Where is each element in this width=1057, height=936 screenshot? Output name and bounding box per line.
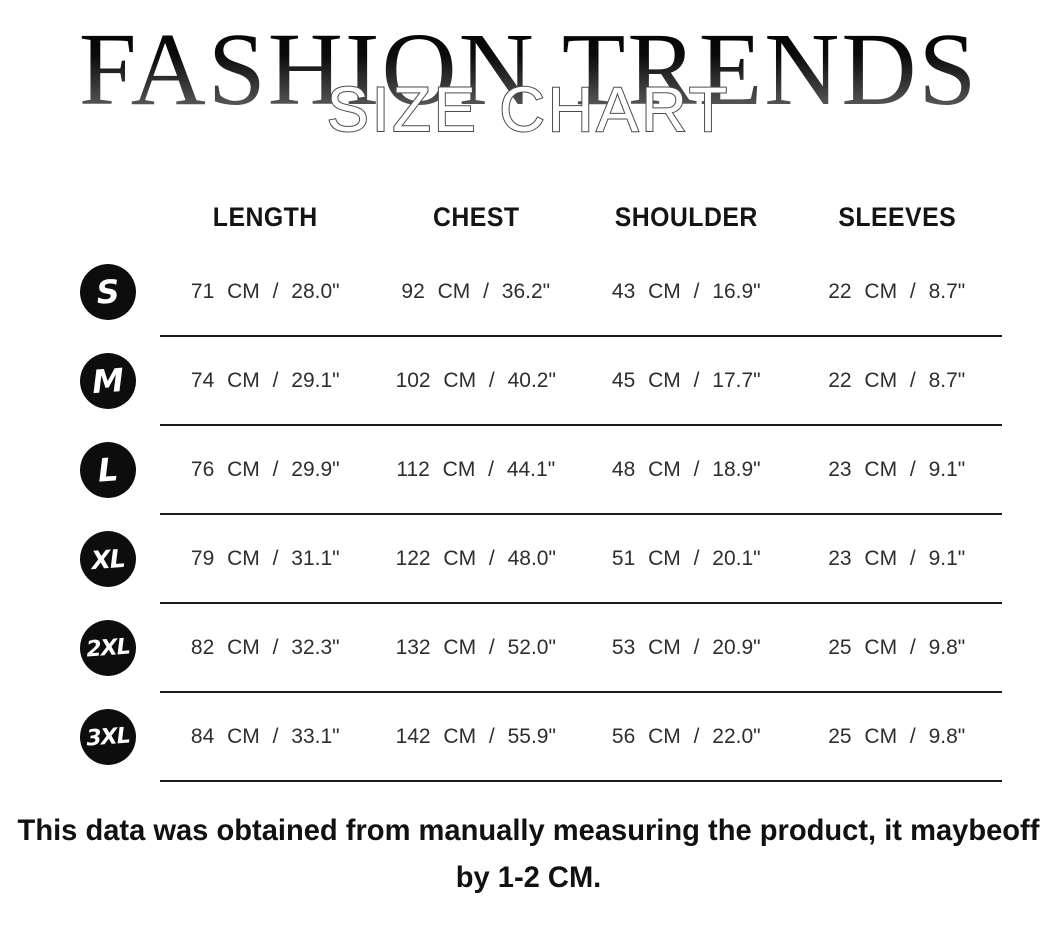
- column-header-sleeves: SLEEVES: [837, 201, 956, 232]
- table-row-3xl: 3XL 84 CM / 33.1" 142 CM / 55.9" 56 CM /…: [55, 693, 1002, 780]
- chest-value: 102 CM / 40.2": [395, 368, 556, 392]
- brand-title: FASHION TRENDS: [0, 0, 1057, 122]
- shoulder-value: 45 CM / 17.7": [611, 368, 761, 392]
- chest-value: 112 CM / 44.1": [396, 457, 556, 481]
- table-row-s: S 71 CM / 28.0" 92 CM / 36.2" 43 CM / 16…: [55, 248, 1002, 335]
- row-divider: [160, 691, 1002, 693]
- row-divider: [160, 335, 1002, 337]
- sleeves-value: 23 CM / 9.1": [828, 546, 966, 570]
- size-badge-xl: XL: [77, 528, 138, 589]
- size-badge-wrap: XL: [55, 528, 160, 589]
- table-row-xl: XL 79 CM / 31.1" 122 CM / 48.0" 51 CM / …: [55, 515, 1002, 602]
- length-value: 76 CM / 29.9": [190, 457, 340, 481]
- shoulder-value: 53 CM / 20.9": [611, 635, 761, 659]
- shoulder-value: 48 CM / 18.9": [611, 457, 761, 481]
- chest-value: 92 CM / 36.2": [401, 279, 551, 303]
- column-header-chest: CHEST: [432, 201, 519, 232]
- size-badge-m: M: [77, 350, 138, 411]
- table-header-row: LENGTH CHEST SHOULDER SLEEVES: [55, 186, 1002, 248]
- size-chart-subtitle: SIZE CHART: [326, 74, 731, 146]
- chest-value: 142 CM / 55.9": [395, 724, 556, 748]
- column-header-length: LENGTH: [212, 201, 318, 232]
- size-badge-3xl: 3XL: [77, 706, 138, 767]
- length-value: 82 CM / 32.3": [190, 635, 340, 659]
- length-value: 79 CM / 31.1": [190, 546, 340, 570]
- sleeves-value: 23 CM / 9.1": [828, 457, 966, 481]
- measurement-note: This data was obtained from manually mea…: [16, 808, 1041, 901]
- note-line-2: by 1-2 CM.: [455, 860, 602, 894]
- sleeves-value: 22 CM / 8.7": [828, 368, 966, 392]
- row-divider: [160, 602, 1002, 604]
- size-chart-page: FASHION TRENDS SIZE CHART LENGTH CHEST S…: [0, 0, 1057, 901]
- column-header-shoulder: SHOULDER: [614, 201, 758, 232]
- shoulder-value: 56 CM / 22.0": [611, 724, 761, 748]
- size-badge-l: L: [77, 439, 138, 500]
- sleeves-value: 22 CM / 8.7": [828, 279, 966, 303]
- table-row-2xl: 2XL 82 CM / 32.3" 132 CM / 52.0" 53 CM /…: [55, 604, 1002, 691]
- shoulder-value: 51 CM / 20.1": [611, 546, 761, 570]
- row-divider: [160, 424, 1002, 426]
- chest-value: 122 CM / 48.0": [395, 546, 556, 570]
- length-value: 84 CM / 33.1": [190, 724, 340, 748]
- note-line-1: This data was obtained from manually mea…: [17, 814, 1040, 847]
- size-badge-s: S: [77, 261, 138, 322]
- length-value: 74 CM / 29.1": [190, 368, 340, 392]
- size-badge-wrap: 2XL: [55, 617, 160, 678]
- table-row-l: L 76 CM / 29.9" 112 CM / 44.1" 48 CM / 1…: [55, 426, 1002, 513]
- length-value: 71 CM / 28.0": [190, 279, 340, 303]
- row-divider: [160, 780, 1002, 782]
- size-badge-wrap: S: [55, 261, 160, 322]
- size-table: LENGTH CHEST SHOULDER SLEEVES S 71 CM / …: [55, 186, 1002, 782]
- size-badge-2xl: 2XL: [77, 617, 138, 678]
- chest-value: 132 CM / 52.0": [395, 635, 556, 659]
- size-badge-wrap: 3XL: [55, 706, 160, 767]
- sleeves-value: 25 CM / 9.8": [828, 724, 966, 748]
- shoulder-value: 43 CM / 16.9": [611, 279, 761, 303]
- sleeves-value: 25 CM / 9.8": [828, 635, 966, 659]
- size-badge-wrap: L: [55, 439, 160, 500]
- header: FASHION TRENDS SIZE CHART: [0, 0, 1057, 178]
- row-divider: [160, 513, 1002, 515]
- table-row-m: M 74 CM / 29.1" 102 CM / 40.2" 45 CM / 1…: [55, 337, 1002, 424]
- size-badge-wrap: M: [55, 350, 160, 411]
